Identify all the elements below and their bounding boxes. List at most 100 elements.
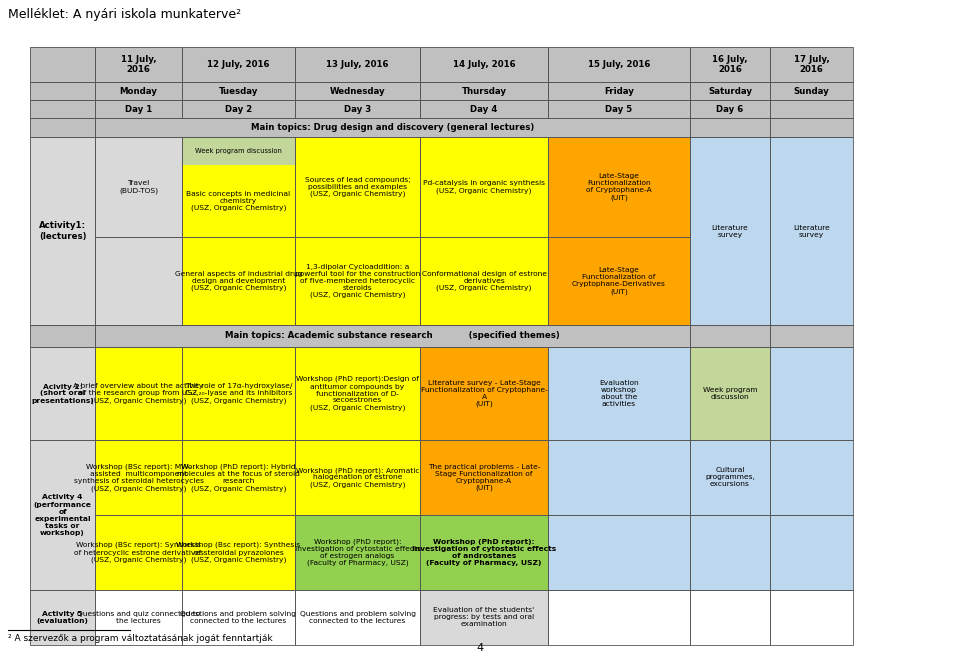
Text: Literature survey - Late-Stage
Functionalization of Cryptophane-
A
(UiT): Literature survey - Late-Stage Functiona…	[420, 380, 547, 407]
Text: 14 July, 2016: 14 July, 2016	[453, 60, 516, 69]
Bar	[30, 118, 95, 137]
Bar	[770, 137, 853, 325]
Text: Melléklet: A nyári iskola munkaterve²: Melléklet: A nyári iskola munkaterve²	[8, 8, 241, 21]
Bar	[95, 82, 182, 100]
Bar	[770, 137, 853, 325]
Text: Workshop (PhD report): Aromatic
halogenation of estrone
(USZ, Organic Chemistry): Workshop (PhD report): Aromatic halogena…	[296, 467, 420, 488]
Bar	[182, 100, 295, 118]
Text: Travel
(BUD-TOS): Travel (BUD-TOS)	[119, 180, 158, 194]
Bar	[295, 82, 420, 100]
Bar	[95, 100, 182, 118]
Bar	[295, 590, 420, 645]
Bar	[182, 440, 295, 515]
Bar	[95, 325, 690, 347]
Text: General aspects of industrial drug
design and development
(USZ, Organic Chemistr: General aspects of industrial drug desig…	[175, 271, 302, 291]
Bar	[95, 118, 690, 137]
Bar	[182, 590, 295, 645]
Bar	[770, 440, 853, 515]
Bar	[690, 440, 770, 515]
Bar	[420, 237, 548, 325]
Text: Sunday: Sunday	[794, 87, 829, 95]
Bar	[548, 440, 690, 515]
Bar	[690, 515, 770, 590]
Bar	[95, 137, 182, 237]
Text: Workshop (PhD report):
Investigation of cytostatic effects
of estrogen analogs
(: Workshop (PhD report): Investigation of …	[295, 539, 420, 566]
Text: Evaluation
workshop
about the
activities: Evaluation workshop about the activities	[599, 380, 638, 407]
Bar	[548, 590, 690, 645]
Text: Workshop (BSc report): Synthesis
of heterocyclic estrone derivatives
(USZ, Organ: Workshop (BSc report): Synthesis of hete…	[74, 542, 204, 563]
Text: Week program discussion: Week program discussion	[195, 148, 282, 154]
Bar	[690, 347, 770, 440]
Bar	[548, 347, 690, 440]
Text: ² A szervezők a program változtatásának jogát fenntartják: ² A szervezők a program változtatásának …	[8, 634, 273, 643]
Bar	[295, 347, 420, 440]
Bar	[182, 137, 295, 237]
Bar	[95, 47, 182, 82]
Bar	[690, 137, 770, 325]
Bar	[182, 237, 295, 325]
Bar	[295, 237, 420, 325]
Text: 16 July,
2016: 16 July, 2016	[712, 55, 748, 74]
Text: Workshop (Bsc report): Synthesis
of steroidal pyrazolones
(USZ, Organic Chemistr: Workshop (Bsc report): Synthesis of ster…	[177, 542, 300, 563]
Bar	[690, 118, 770, 137]
Bar	[420, 100, 548, 118]
Bar	[770, 590, 853, 645]
Bar	[295, 100, 420, 118]
Bar	[770, 100, 853, 118]
Bar	[30, 47, 95, 82]
Text: Tuesday: Tuesday	[219, 87, 258, 95]
Bar	[30, 590, 95, 645]
Bar	[295, 440, 420, 515]
Bar	[182, 137, 295, 165]
Bar	[95, 590, 182, 645]
Bar	[548, 47, 690, 82]
Text: Sources of lead compounds;
possibilities and examples
(USZ, Organic Chemistry): Sources of lead compounds; possibilities…	[304, 177, 410, 197]
Text: 1,3-dipolar Cycloaddition: a
powerful tool for the construction
of five-membered: 1,3-dipolar Cycloaddition: a powerful to…	[295, 263, 420, 298]
Bar	[770, 347, 853, 440]
Bar	[690, 47, 770, 82]
Bar	[295, 237, 420, 325]
Text: Saturday: Saturday	[708, 87, 752, 95]
Bar	[295, 100, 420, 118]
Text: Workshop (PhD report):Design of
antitumor compounds by
functionalization of D-
s: Workshop (PhD report):Design of antitumo…	[296, 376, 419, 411]
Bar	[30, 347, 95, 440]
Bar	[690, 325, 770, 347]
Bar	[770, 100, 853, 118]
Text: Questions and problem solving
connected to the lectures: Questions and problem solving connected …	[180, 611, 297, 624]
Bar	[770, 47, 853, 82]
Text: Friday: Friday	[604, 87, 634, 95]
Bar	[690, 440, 770, 515]
Text: Main topics: Drug design and discovery (general lectures): Main topics: Drug design and discovery (…	[251, 123, 534, 132]
Bar	[548, 515, 690, 590]
Bar	[420, 347, 548, 440]
Bar	[182, 165, 295, 237]
Bar	[420, 47, 548, 82]
Bar	[30, 325, 95, 347]
Bar	[30, 137, 95, 325]
Bar	[420, 137, 548, 237]
Text: Activity 5
(evaluation): Activity 5 (evaluation)	[36, 611, 88, 624]
Bar	[182, 347, 295, 440]
Bar	[548, 590, 690, 645]
Bar	[770, 515, 853, 590]
Bar	[95, 515, 182, 590]
Text: Day 6: Day 6	[716, 104, 744, 114]
Bar	[95, 82, 182, 100]
Bar	[770, 347, 853, 440]
Text: Day 4: Day 4	[470, 104, 497, 114]
Bar	[690, 82, 770, 100]
Text: Late-Stage
Functionalization of
Cryptophane-Derivatives
(UiT): Late-Stage Functionalization of Cryptoph…	[572, 267, 666, 295]
Bar	[690, 82, 770, 100]
Text: Pd-catalysis in organic synthesis
(USZ, Organic Chemistry): Pd-catalysis in organic synthesis (USZ, …	[423, 180, 545, 194]
Bar	[548, 47, 690, 82]
Bar	[548, 82, 690, 100]
Text: Monday: Monday	[120, 87, 157, 95]
Bar	[95, 440, 182, 515]
Text: Activity 4
(performance
of
experimental
tasks or
workshop): Activity 4 (performance of experimental …	[34, 495, 91, 535]
Bar	[182, 47, 295, 82]
Text: Questions and problem solving
connected to the lectures: Questions and problem solving connected …	[300, 611, 416, 624]
Bar	[295, 47, 420, 82]
Text: Day 2: Day 2	[225, 104, 252, 114]
Bar	[548, 237, 690, 325]
Text: 15 July, 2016: 15 July, 2016	[588, 60, 650, 69]
